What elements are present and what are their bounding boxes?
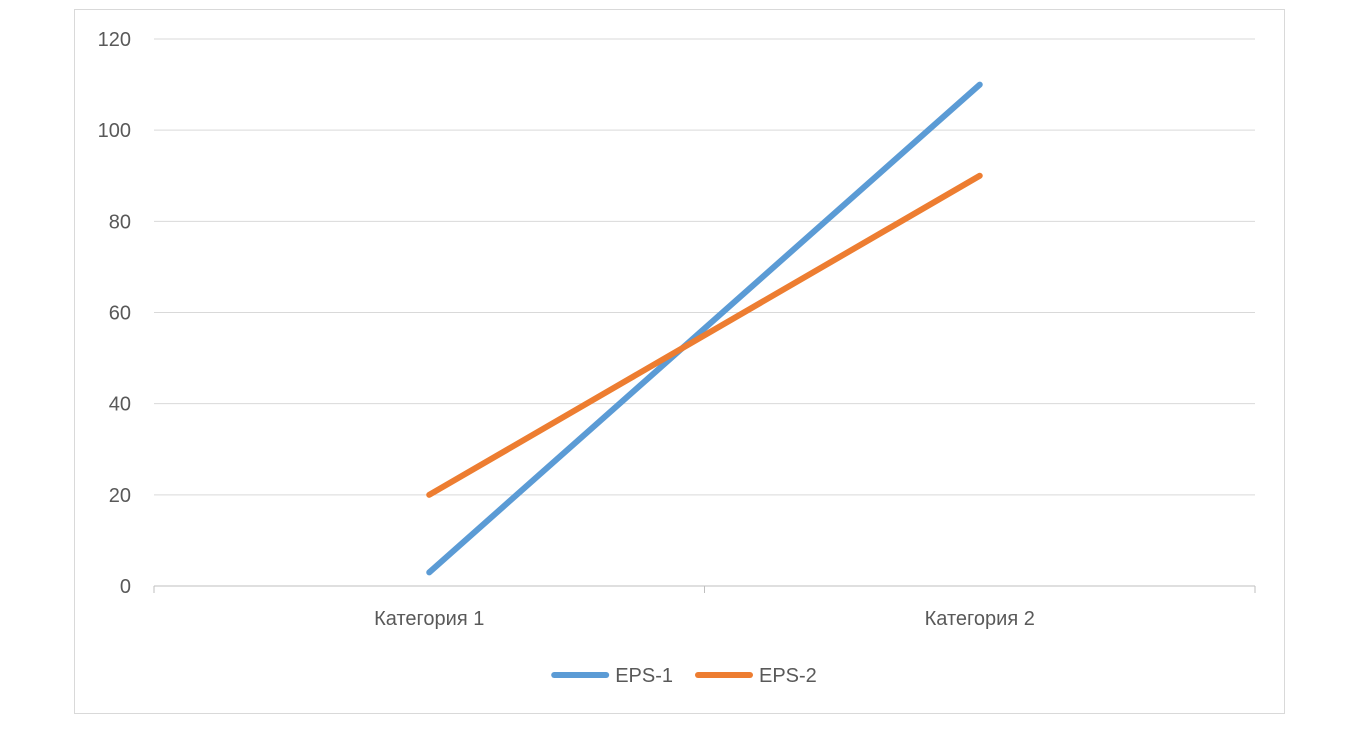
y-tick-label: 60 xyxy=(109,303,131,325)
y-tick-label: 40 xyxy=(109,394,131,416)
y-tick-label: 120 xyxy=(98,29,131,51)
legend-item: EPS-1 xyxy=(551,665,673,687)
x-axis xyxy=(153,585,1256,593)
chart-area xyxy=(74,9,1285,714)
x-tick-label: Категория 2 xyxy=(925,608,1035,630)
y-tick-label: 80 xyxy=(109,211,131,233)
y-tick-label: 0 xyxy=(120,576,131,598)
y-tick-label: 100 xyxy=(98,120,131,142)
series-line-eps-1 xyxy=(426,81,983,576)
y-tick-label: 20 xyxy=(109,485,131,507)
legend-item: EPS-2 xyxy=(695,665,817,687)
gridlines xyxy=(154,38,1255,496)
x-tick-label: Категория 1 xyxy=(374,608,484,630)
legend: EPS-1 EPS-2 xyxy=(551,665,817,687)
legend-label: EPS-1 xyxy=(615,665,673,687)
series-line-eps-2 xyxy=(426,172,983,498)
x-axis-tick-labels: Категория 1 Категория 2 xyxy=(374,608,1035,630)
series-lines xyxy=(426,81,983,576)
y-axis-tick-labels: 0 20 40 60 80 100 120 xyxy=(98,29,131,598)
legend-label: EPS-2 xyxy=(759,665,817,687)
